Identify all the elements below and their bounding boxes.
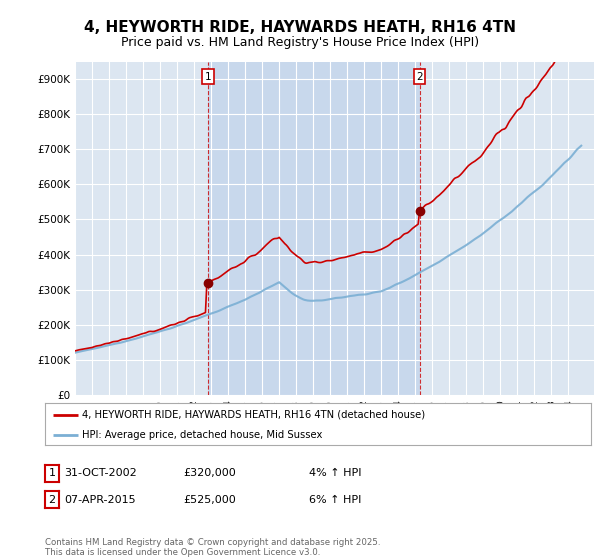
Text: HPI: Average price, detached house, Mid Sussex: HPI: Average price, detached house, Mid … — [82, 430, 323, 440]
Text: 07-APR-2015: 07-APR-2015 — [64, 494, 136, 505]
Text: Contains HM Land Registry data © Crown copyright and database right 2025.
This d: Contains HM Land Registry data © Crown c… — [45, 538, 380, 557]
Text: 4, HEYWORTH RIDE, HAYWARDS HEATH, RH16 4TN: 4, HEYWORTH RIDE, HAYWARDS HEATH, RH16 4… — [84, 20, 516, 35]
Text: Price paid vs. HM Land Registry's House Price Index (HPI): Price paid vs. HM Land Registry's House … — [121, 36, 479, 49]
Text: 31-OCT-2002: 31-OCT-2002 — [64, 468, 137, 478]
Text: 4, HEYWORTH RIDE, HAYWARDS HEATH, RH16 4TN (detached house): 4, HEYWORTH RIDE, HAYWARDS HEATH, RH16 4… — [82, 410, 425, 420]
Text: 1: 1 — [49, 468, 55, 478]
Text: 2: 2 — [49, 494, 55, 505]
Text: 2: 2 — [416, 72, 423, 82]
Text: 1: 1 — [205, 72, 212, 82]
Text: 6% ↑ HPI: 6% ↑ HPI — [309, 494, 361, 505]
Bar — [208, 62, 419, 395]
Text: £525,000: £525,000 — [183, 494, 236, 505]
Text: 4% ↑ HPI: 4% ↑ HPI — [309, 468, 361, 478]
Text: £320,000: £320,000 — [183, 468, 236, 478]
